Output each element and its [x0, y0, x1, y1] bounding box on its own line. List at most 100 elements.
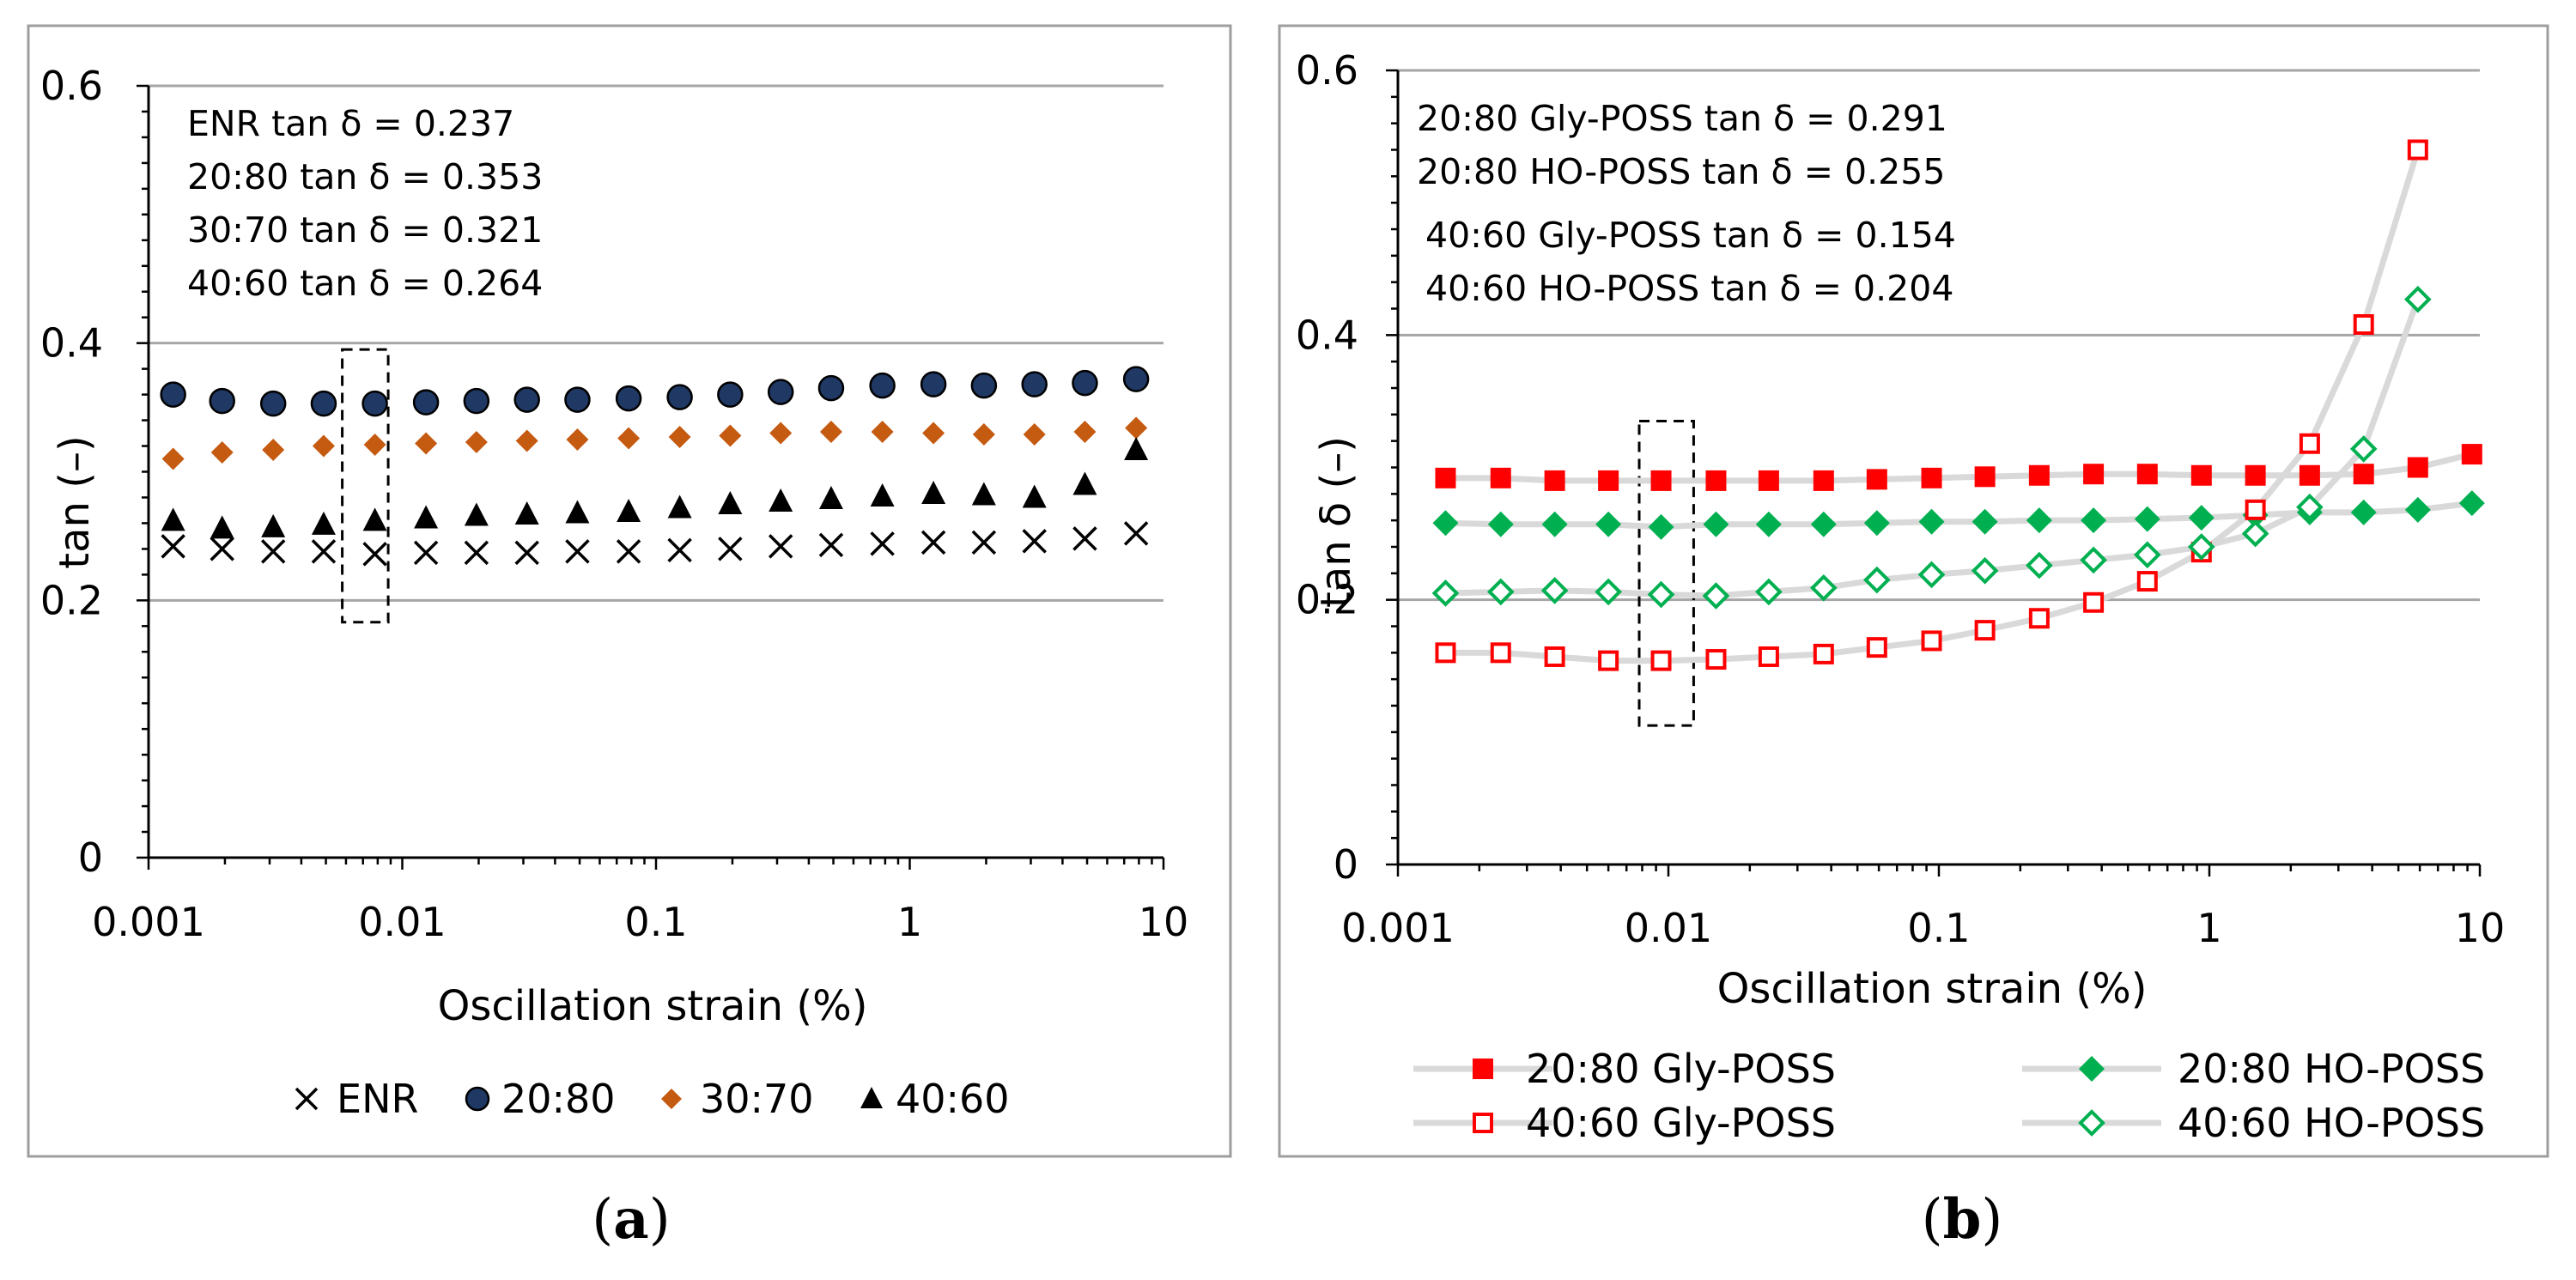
- legend-item-40-60: 40:60: [860, 1076, 1010, 1122]
- point-40-60: [1124, 437, 1149, 461]
- point-20-80-gly-poss: [1921, 467, 1942, 488]
- y-tick-label: 0.4: [1296, 312, 1358, 358]
- point-40-60-ho-poss: [1702, 582, 1730, 610]
- point-20-80: [1021, 371, 1048, 397]
- point-enr: [565, 539, 590, 564]
- point-20-80-gly-poss: [2245, 464, 2266, 486]
- legend-marker: [2079, 1056, 2105, 1082]
- point-40-60: [718, 490, 743, 514]
- point-20-80-ho-poss: [1648, 513, 1674, 540]
- panel-a-x-axis-title: Oscillation strain (%): [438, 982, 868, 1030]
- point-20-80: [817, 374, 845, 402]
- point-enr: [210, 537, 234, 561]
- point-20-80: [412, 389, 440, 416]
- annotation-enr: ENR tan δ = 0.237: [187, 103, 514, 144]
- point-20-80-ho-poss: [1541, 511, 1568, 537]
- point-enr: [971, 530, 997, 555]
- point-30-70: [161, 447, 185, 470]
- point-20-80: [666, 384, 693, 410]
- point-enr: [818, 532, 844, 558]
- point-40-60: [161, 507, 185, 531]
- point-20-80-ho-poss: [1755, 511, 1782, 537]
- point-20-80: [869, 372, 896, 399]
- point-20-80: [564, 386, 591, 413]
- point-40-60: [769, 488, 793, 512]
- point-30-70: [617, 427, 641, 450]
- point-20-80-ho-poss: [1487, 511, 1514, 537]
- point-20-80: [717, 381, 744, 408]
- annotation-40-60-gly-poss: 40:60 Gly-POSS tan δ = 0.154: [1425, 215, 1956, 256]
- point-40-60: [870, 482, 895, 507]
- x-tick-label: 1: [2196, 905, 2221, 951]
- point-30-70: [819, 421, 842, 444]
- panel-a-legend: ENR 20:80 30:70 40:60: [295, 1076, 1010, 1122]
- point-enr: [768, 534, 793, 559]
- point-20-80-ho-poss: [2188, 505, 2215, 531]
- point-20-80-gly-poss: [2299, 464, 2320, 486]
- legend-label: 20:80: [501, 1076, 616, 1122]
- annotation-20-80-gly-poss: 20:80 Gly-POSS tan δ = 0.291: [1417, 98, 1947, 139]
- panel-b-x-axis-title: Oscillation strain (%): [1717, 965, 2148, 1013]
- legend-label: ENR: [337, 1076, 418, 1122]
- point-40-60-ho-poss: [1809, 573, 1838, 602]
- x-tick-label: 0.001: [1341, 905, 1455, 951]
- point-40-60: [921, 480, 946, 504]
- point-40-60-gly-poss: [1705, 649, 1727, 670]
- y-tick-label: 0: [78, 834, 103, 881]
- point-enr: [311, 539, 337, 564]
- annotation-40-60: 40:60 tan δ = 0.264: [187, 263, 543, 304]
- legend-item-30-70: 30:70: [661, 1076, 814, 1122]
- panel-a-caption: (a): [592, 1187, 670, 1252]
- point-40-60-gly-poss: [2299, 433, 2320, 454]
- legend-label: 20:80 Gly-POSS: [1526, 1046, 1836, 1092]
- point-20-80-gly-poss: [2407, 457, 2428, 478]
- point-30-70: [363, 434, 386, 457]
- point-20-80-gly-poss: [1598, 470, 1619, 491]
- point-enr: [1022, 529, 1047, 554]
- point-40-60-gly-poss: [1544, 646, 1565, 667]
- point-20-80-ho-poss: [1703, 511, 1729, 537]
- point-20-80-gly-poss: [2136, 464, 2158, 485]
- legend-item-20-80-gly-poss: 20:80 Gly-POSS: [1413, 1046, 1836, 1092]
- point-20-80-ho-poss: [1432, 510, 1459, 537]
- point-40-60: [1022, 484, 1047, 508]
- panel-b-legend: 20:80 Gly-POSS 20:80 HO-POSS 40:60 Gly-POS…: [1413, 1046, 2485, 1146]
- point-20-80: [209, 387, 235, 415]
- legend-marker: [1473, 1113, 1493, 1133]
- point-enr: [718, 537, 743, 561]
- point-20-80-ho-poss: [2458, 490, 2485, 517]
- point-20-80-gly-poss: [2461, 444, 2482, 465]
- point-40-60-ho-poss: [2403, 285, 2432, 313]
- x-tick-label: 10: [1139, 899, 1189, 945]
- point-20-80: [970, 372, 998, 399]
- point-30-70: [719, 424, 742, 447]
- x-tick-label: 0.01: [1625, 905, 1712, 951]
- point-40-60-gly-poss: [1435, 642, 1456, 664]
- point-40-60-gly-poss: [1758, 646, 1779, 667]
- point-40-60-ho-poss: [2296, 493, 2324, 521]
- legend-item-20-80: 20:80: [465, 1076, 616, 1122]
- point-40-60-ho-poss: [2187, 533, 2215, 561]
- point-40-60-ho-poss: [1862, 566, 1891, 594]
- legend-label: 20:80 HO-POSS: [2178, 1046, 2485, 1092]
- point-20-80: [259, 390, 287, 417]
- point-20-80-ho-poss: [2404, 496, 2431, 523]
- panel-b-label: b: [1943, 1187, 1982, 1252]
- point-20-80: [1122, 366, 1150, 392]
- legend-label: 40:60 HO-POSS: [2178, 1100, 2485, 1146]
- point-20-80-gly-poss: [1813, 470, 1834, 491]
- legend-label: 30:70: [700, 1076, 814, 1122]
- point-20-80-ho-poss: [1863, 510, 1890, 537]
- point-enr: [920, 530, 946, 555]
- x-tick-label: 1: [897, 899, 922, 945]
- point-30-70: [1023, 423, 1046, 446]
- point-40-60-gly-poss: [1598, 650, 1619, 671]
- point-40-60-gly-poss: [2028, 608, 2050, 629]
- point-40-60: [210, 515, 234, 539]
- point-20-80-gly-poss: [1544, 470, 1565, 491]
- point-40-60-gly-poss: [2083, 591, 2105, 613]
- annotation-20-80: 20:80 tan δ = 0.353: [187, 156, 543, 197]
- point-40-60-gly-poss: [2353, 314, 2374, 335]
- point-20-80: [513, 386, 540, 413]
